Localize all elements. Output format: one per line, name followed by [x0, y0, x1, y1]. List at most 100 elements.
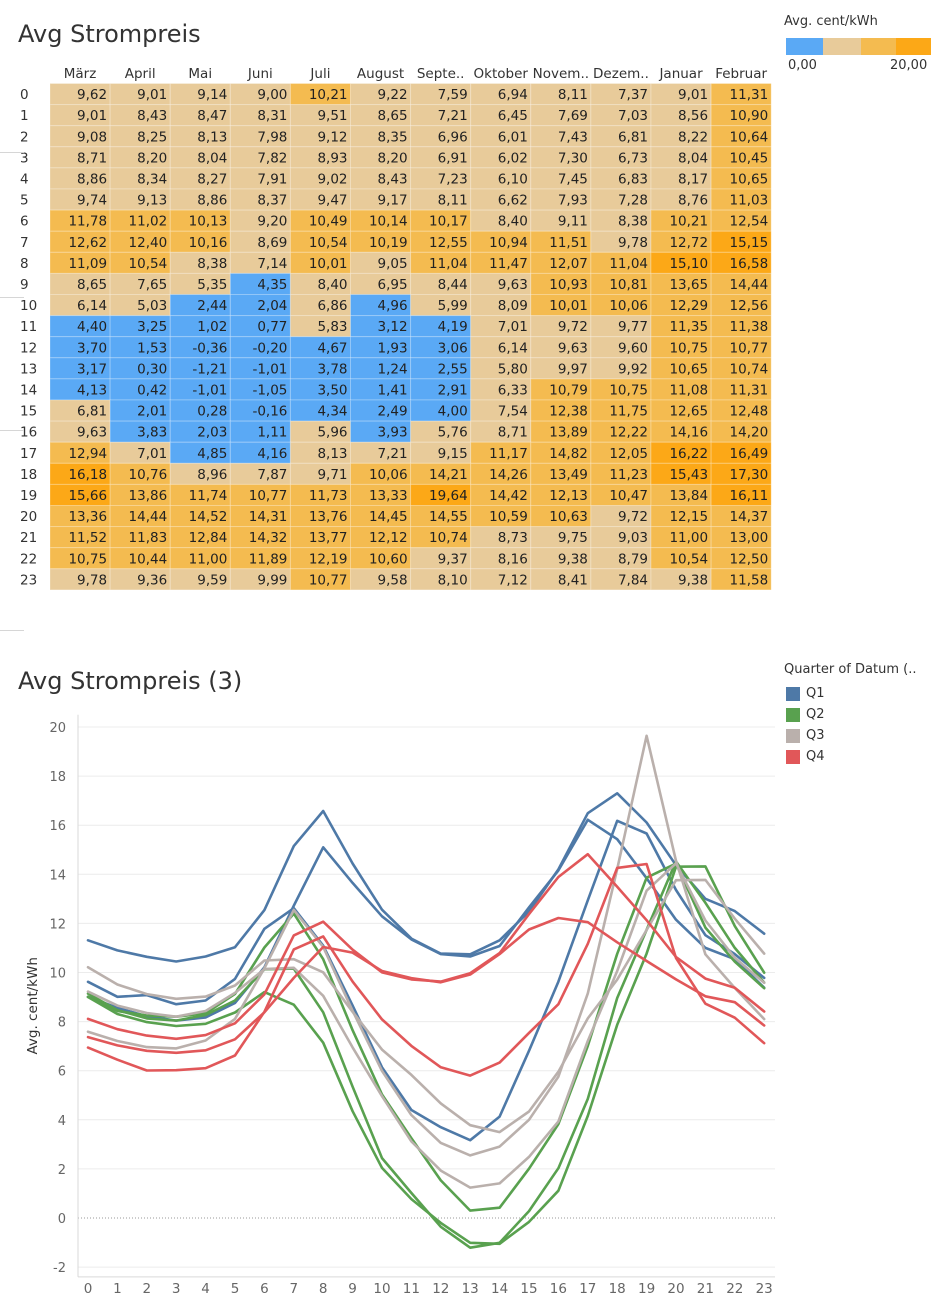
series-line-q1[interactable]	[86, 792, 766, 963]
heat-cell[interactable]	[710, 568, 772, 590]
heat-cell-value: 4,13	[77, 382, 107, 398]
y-tick-label: 8	[58, 1016, 66, 1031]
heat-cell-value: -0,20	[252, 340, 287, 356]
heat-cell-value: 12,13	[549, 488, 588, 504]
heat-cell-value: 10,59	[489, 509, 528, 525]
color-legend-min: 0,00	[788, 58, 817, 73]
x-tick-label: 13	[462, 1281, 479, 1297]
heat-cell-value: 16,18	[68, 467, 107, 483]
heat-cell-value: 8,20	[378, 150, 408, 166]
heat-cell-value: 14,52	[189, 509, 228, 525]
heat-cell-value: 12,50	[730, 551, 769, 567]
heat-cell-value: 11,09	[68, 256, 107, 272]
heat-cell-value: 0,28	[197, 404, 227, 420]
heat-cell-value: 10,64	[730, 129, 769, 145]
quarter-legend-title: Quarter of Datum (..	[784, 662, 917, 677]
hour-label: 17	[20, 446, 37, 462]
hour-label: 9	[20, 277, 29, 293]
heat-cell-value: 11,78	[68, 214, 107, 230]
heat-cell-value: 13,76	[309, 509, 348, 525]
month-header: Juni	[247, 66, 273, 82]
legend-label-q4: Q4	[806, 749, 825, 764]
heat-cell-value: 9,01	[137, 87, 167, 103]
heat-cell-value: -1,05	[252, 382, 287, 398]
series-line-q2[interactable]	[86, 865, 766, 1246]
series-line-q4[interactable]	[86, 916, 766, 1055]
x-tick-label: 10	[373, 1281, 390, 1297]
series-line-q3[interactable]	[86, 734, 766, 1157]
heat-cell[interactable]	[530, 568, 592, 590]
heat-cell-value: -1,01	[192, 382, 227, 398]
heat-cell[interactable]	[169, 125, 231, 148]
heat-cell-value: 9,59	[197, 572, 227, 588]
x-tick-label: 1	[113, 1281, 122, 1297]
heat-cell-value: 9,78	[618, 235, 648, 251]
heat-cell-value: 4,34	[317, 404, 347, 420]
heat-cell-value: 10,54	[129, 256, 168, 272]
series-line-q3[interactable]	[86, 862, 766, 1189]
legend-item-q1[interactable]: Q1	[784, 683, 944, 704]
heat-cell-value: 13,33	[369, 488, 408, 504]
heat-cell-value: 9,01	[678, 87, 708, 103]
x-tick-label: 14	[491, 1281, 508, 1297]
heat-cell-value: 9,13	[137, 193, 167, 209]
heat-cell-value: 8,47	[197, 108, 227, 124]
heat-cell-value: 6,86	[317, 298, 347, 314]
heat-cell-value: 4,16	[257, 446, 287, 462]
series-line-q1[interactable]	[86, 818, 766, 1022]
heat-cell-value: 4,19	[438, 319, 468, 335]
legend-item-q3[interactable]: Q3	[784, 725, 944, 746]
heat-cell-value: 5,03	[137, 298, 167, 314]
heat-cell[interactable]	[710, 125, 772, 148]
legend-label-q1: Q1	[806, 686, 825, 701]
heat-cell-value: 9,05	[378, 256, 408, 272]
heat-cell-value: 2,44	[197, 298, 227, 314]
month-header: Juli	[309, 66, 330, 82]
heat-cell-value: 12,84	[189, 530, 228, 546]
heat-cell-value: 9,17	[378, 193, 408, 209]
heat-cell-value: 0,42	[137, 382, 167, 398]
series-line-q4[interactable]	[86, 862, 766, 1077]
y-tick-label: 16	[49, 819, 66, 834]
heat-cell-value: 11,52	[68, 530, 107, 546]
heat-cell-value: 11,58	[730, 572, 769, 588]
heat-cell-value: 13,00	[730, 530, 769, 546]
heat-cell-value: 7,03	[618, 108, 648, 124]
heat-cell-value: 10,01	[549, 298, 588, 314]
heatmap-title: Avg Strompreis	[18, 20, 201, 48]
heat-cell-value: 9,38	[678, 572, 708, 588]
y-tick-label: 0	[58, 1212, 66, 1227]
y-tick-label: 6	[58, 1065, 66, 1080]
heat-cell-value: 10,14	[369, 214, 408, 230]
legend-item-q2[interactable]: Q2	[784, 704, 944, 725]
heat-cell-value: 13,89	[549, 425, 588, 441]
x-tick-label: 6	[260, 1281, 269, 1297]
heat-cell-value: 4,35	[257, 277, 287, 293]
hour-label: 11	[20, 319, 37, 335]
legend-seg-blue	[786, 38, 823, 55]
heat-cell-value: 3,83	[137, 425, 167, 441]
x-tick-label: 21	[697, 1281, 714, 1297]
heat-cell-value: 8,40	[317, 277, 347, 293]
heat-cell-value: 10,21	[309, 87, 348, 103]
heat-cell-value: 7,30	[558, 150, 588, 166]
legend-item-q4[interactable]: Q4	[784, 746, 944, 767]
x-tick-label: 3	[172, 1281, 181, 1297]
heat-cell[interactable]	[530, 125, 592, 148]
heat-cell-value: 14,82	[549, 446, 588, 462]
series-line-q1[interactable]	[86, 819, 766, 1142]
heat-cell-value: 10,44	[129, 551, 168, 567]
heat-cell-value: 10,45	[730, 150, 769, 166]
series-line-q3[interactable]	[86, 878, 766, 1134]
heat-cell-value: 11,38	[730, 319, 769, 335]
heat-cell-value: 15,15	[730, 235, 769, 251]
heat-cell-value: 12,07	[549, 256, 588, 272]
heat-cell-value: 11,23	[609, 467, 648, 483]
y-tick-label: 14	[49, 868, 66, 883]
heat-cell-value: 4,67	[317, 340, 347, 356]
heat-cell-value: 3,50	[317, 382, 347, 398]
hour-label: 6	[20, 214, 29, 230]
heat-cell-value: 8,41	[558, 572, 588, 588]
heat-cell-value: 15,10	[669, 256, 708, 272]
heat-cell[interactable]	[169, 568, 231, 590]
